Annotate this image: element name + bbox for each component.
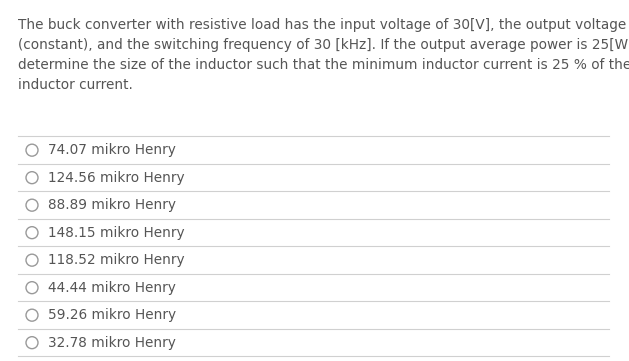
- Text: 88.89 mikro Henry: 88.89 mikro Henry: [48, 198, 176, 212]
- Text: (constant), and the switching frequency of 30 [kHz]. If the output average power: (constant), and the switching frequency …: [18, 38, 629, 52]
- Text: 32.78 mikro Henry: 32.78 mikro Henry: [48, 336, 176, 350]
- Text: 118.52 mikro Henry: 118.52 mikro Henry: [48, 253, 185, 267]
- Text: 74.07 mikro Henry: 74.07 mikro Henry: [48, 143, 176, 157]
- Text: The buck converter with resistive load has the input voltage of 30[V], the outpu: The buck converter with resistive load h…: [18, 18, 629, 32]
- Text: determine the size of the inductor such that the minimum inductor current is 25 : determine the size of the inductor such …: [18, 58, 629, 72]
- Text: 59.26 mikro Henry: 59.26 mikro Henry: [48, 308, 176, 322]
- Text: 148.15 mikro Henry: 148.15 mikro Henry: [48, 226, 185, 240]
- Text: inductor current.: inductor current.: [18, 78, 133, 92]
- Text: 124.56 mikro Henry: 124.56 mikro Henry: [48, 171, 185, 185]
- Text: 44.44 mikro Henry: 44.44 mikro Henry: [48, 280, 176, 295]
